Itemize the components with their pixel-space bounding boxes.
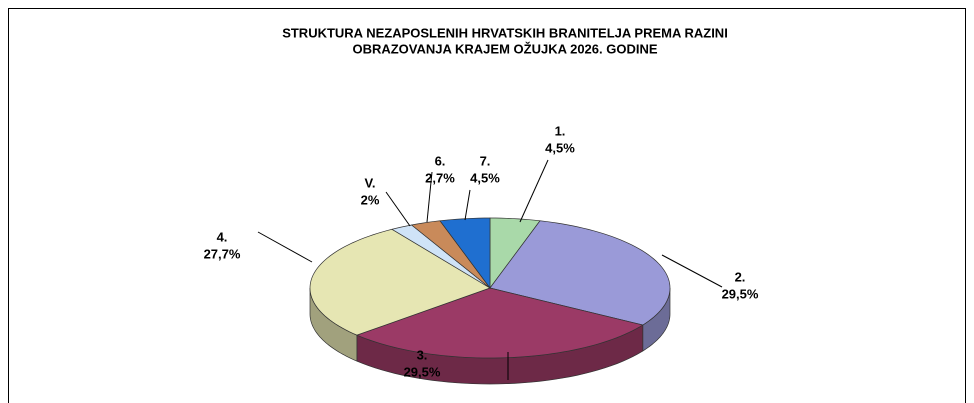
pie-slice	[355, 287, 644, 359]
chart-subtitle: OBRAZOVANJA KRAJEM OŽUJKA 2026. GODINE	[352, 41, 657, 56]
leader-line	[385, 191, 411, 227]
pie-slice	[410, 220, 491, 289]
pie-slice	[489, 220, 671, 326]
slice-value-label: 27,7%	[204, 246, 241, 261]
chart-title: STRUKTURA NEZAPOSLENIH HRVATSKIH BRANITE…	[282, 25, 728, 40]
leader-line	[519, 159, 549, 223]
slice-value-label: 2%	[361, 192, 380, 207]
pie-slice	[489, 217, 541, 290]
slice-value-label: 4,5%	[545, 140, 575, 155]
slice-value-label: 2,7%	[425, 170, 455, 185]
leader-line	[464, 189, 471, 221]
slice-value-label: 29,5%	[722, 286, 759, 301]
slice-category: 3.	[417, 347, 428, 362]
slice-category: 6.	[435, 153, 446, 168]
leader-line	[426, 171, 433, 223]
pie-slice	[309, 228, 491, 336]
leader-line	[257, 231, 313, 263]
leader-line	[661, 254, 723, 288]
slice-category: 1.	[555, 123, 566, 138]
slice-value-label: 4,5%	[470, 170, 500, 185]
slice-category: 7.	[480, 153, 491, 168]
slice-category: 2.	[735, 269, 746, 284]
slice-category: 4.	[217, 229, 228, 244]
slice-value-label: 29,5%	[404, 364, 441, 379]
slice-category: V.	[364, 175, 375, 190]
